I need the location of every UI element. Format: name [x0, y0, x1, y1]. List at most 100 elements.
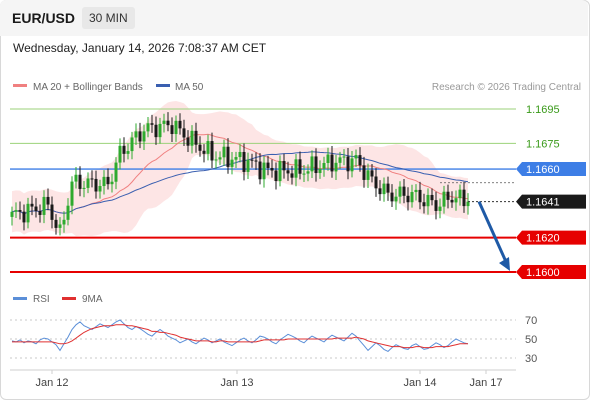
- candle-body: [282, 161, 286, 171]
- candle-body: [154, 124, 158, 138]
- candle-body: [330, 154, 334, 172]
- candle-body: [10, 211, 14, 217]
- candle-body: [30, 203, 34, 207]
- candle-body: [190, 130, 194, 146]
- level-label-r2: 1.1695: [526, 104, 560, 116]
- candle-body: [130, 137, 134, 152]
- candlesticks: [10, 112, 470, 236]
- rsi-tick-30: 30: [525, 353, 537, 365]
- candle-body: [238, 151, 242, 158]
- x-tick-label: Jan 13: [220, 377, 253, 389]
- candle-body: [398, 186, 402, 197]
- candle-body: [226, 146, 230, 167]
- candle-body: [110, 181, 114, 185]
- candle-body: [350, 158, 354, 172]
- candle-body: [354, 155, 358, 159]
- candle-body: [322, 162, 326, 169]
- candle-body: [318, 168, 322, 174]
- candle-body: [270, 167, 274, 171]
- rsi-panel: 70 50 30: [10, 315, 537, 365]
- candle-body: [378, 188, 382, 195]
- candle-body: [286, 170, 290, 174]
- candle-body: [34, 206, 38, 211]
- symbol-title: EUR/USD: [12, 10, 76, 26]
- candle-body: [402, 186, 406, 196]
- candle-body: [118, 145, 122, 163]
- candle-body: [390, 192, 394, 202]
- candle-body: [26, 203, 30, 223]
- candle-body: [254, 160, 258, 162]
- last-price-marker: [440, 182, 516, 203]
- candle-body: [266, 162, 270, 168]
- ma20-legend-swatch: [13, 84, 27, 87]
- candle-body: [386, 183, 390, 193]
- candle-body: [50, 204, 54, 220]
- candle-body: [162, 120, 166, 124]
- forecast-arrow: [477, 201, 510, 271]
- candle-body: [142, 131, 146, 142]
- candle-body: [62, 219, 66, 225]
- x-tick-label: Jan 17: [469, 377, 502, 389]
- candle-body: [74, 174, 78, 182]
- candle-body: [462, 189, 466, 207]
- candle-body: [18, 210, 22, 212]
- candle-body: [358, 155, 362, 166]
- candle-body: [166, 120, 170, 126]
- candle-body: [106, 176, 110, 185]
- price-tags: 1.1695 1.1675 1.1660 1.1620 1.1600 1.1641: [516, 104, 586, 279]
- candle-body: [394, 196, 398, 202]
- candle-body: [446, 191, 450, 200]
- candle-body: [326, 154, 330, 163]
- candle-body: [70, 181, 74, 206]
- candle-body: [38, 210, 42, 215]
- level-label-s1: 1.1620: [526, 233, 560, 245]
- key-levels: [10, 108, 516, 273]
- x-tick-label: Jan 12: [35, 377, 68, 389]
- rsi-legend-swatch: [13, 297, 27, 300]
- candle-body: [362, 165, 366, 180]
- ma20-legend-label: MA 20 + Bollinger Bands: [33, 82, 143, 93]
- candle-body: [202, 150, 206, 154]
- timeframe-badge[interactable]: 30 MIN: [82, 7, 135, 29]
- level-label-pivot: 1.1660: [526, 164, 560, 176]
- rsi-legend-label: RSI: [33, 294, 50, 305]
- candle-body: [306, 171, 310, 174]
- candle-body: [242, 151, 246, 172]
- x-axis: Jan 12 Jan 13 Jan 14 Jan 17: [35, 370, 503, 389]
- candle-body: [458, 189, 462, 199]
- candle-body: [170, 125, 174, 135]
- candle-body: [450, 199, 454, 203]
- candle-body: [94, 178, 98, 192]
- rsi-tick-70: 70: [525, 315, 537, 327]
- candle-body: [438, 206, 442, 211]
- source-credit: Research © 2026 Trading Central: [432, 82, 581, 93]
- candle-body: [230, 159, 234, 167]
- candle-body: [102, 176, 106, 187]
- candle-body: [298, 159, 302, 174]
- candle-body: [410, 192, 414, 203]
- candle-body: [210, 141, 214, 161]
- candle-body: [198, 144, 202, 151]
- candle-body: [342, 156, 346, 158]
- candle-body: [114, 162, 118, 182]
- ma9-legend-label: 9MA: [82, 294, 103, 305]
- candle-body: [214, 159, 218, 161]
- candle-body: [90, 178, 94, 180]
- candle-body: [418, 189, 422, 203]
- candle-body: [234, 157, 238, 160]
- candle-body: [46, 196, 50, 205]
- candle-body: [310, 156, 314, 172]
- last-price-label: 1.1641: [526, 197, 560, 209]
- candle-body: [134, 131, 138, 138]
- candle-body: [274, 170, 278, 182]
- ma50-legend-label: MA 50: [175, 82, 204, 93]
- candle-body: [22, 211, 26, 223]
- candle-body: [78, 174, 82, 189]
- ma50-legend-swatch: [156, 84, 170, 87]
- candle-body: [206, 141, 210, 154]
- candle-body: [294, 159, 298, 178]
- candle-body: [186, 137, 190, 146]
- forecast-arrow-head: [499, 257, 510, 271]
- candle-body: [442, 191, 446, 207]
